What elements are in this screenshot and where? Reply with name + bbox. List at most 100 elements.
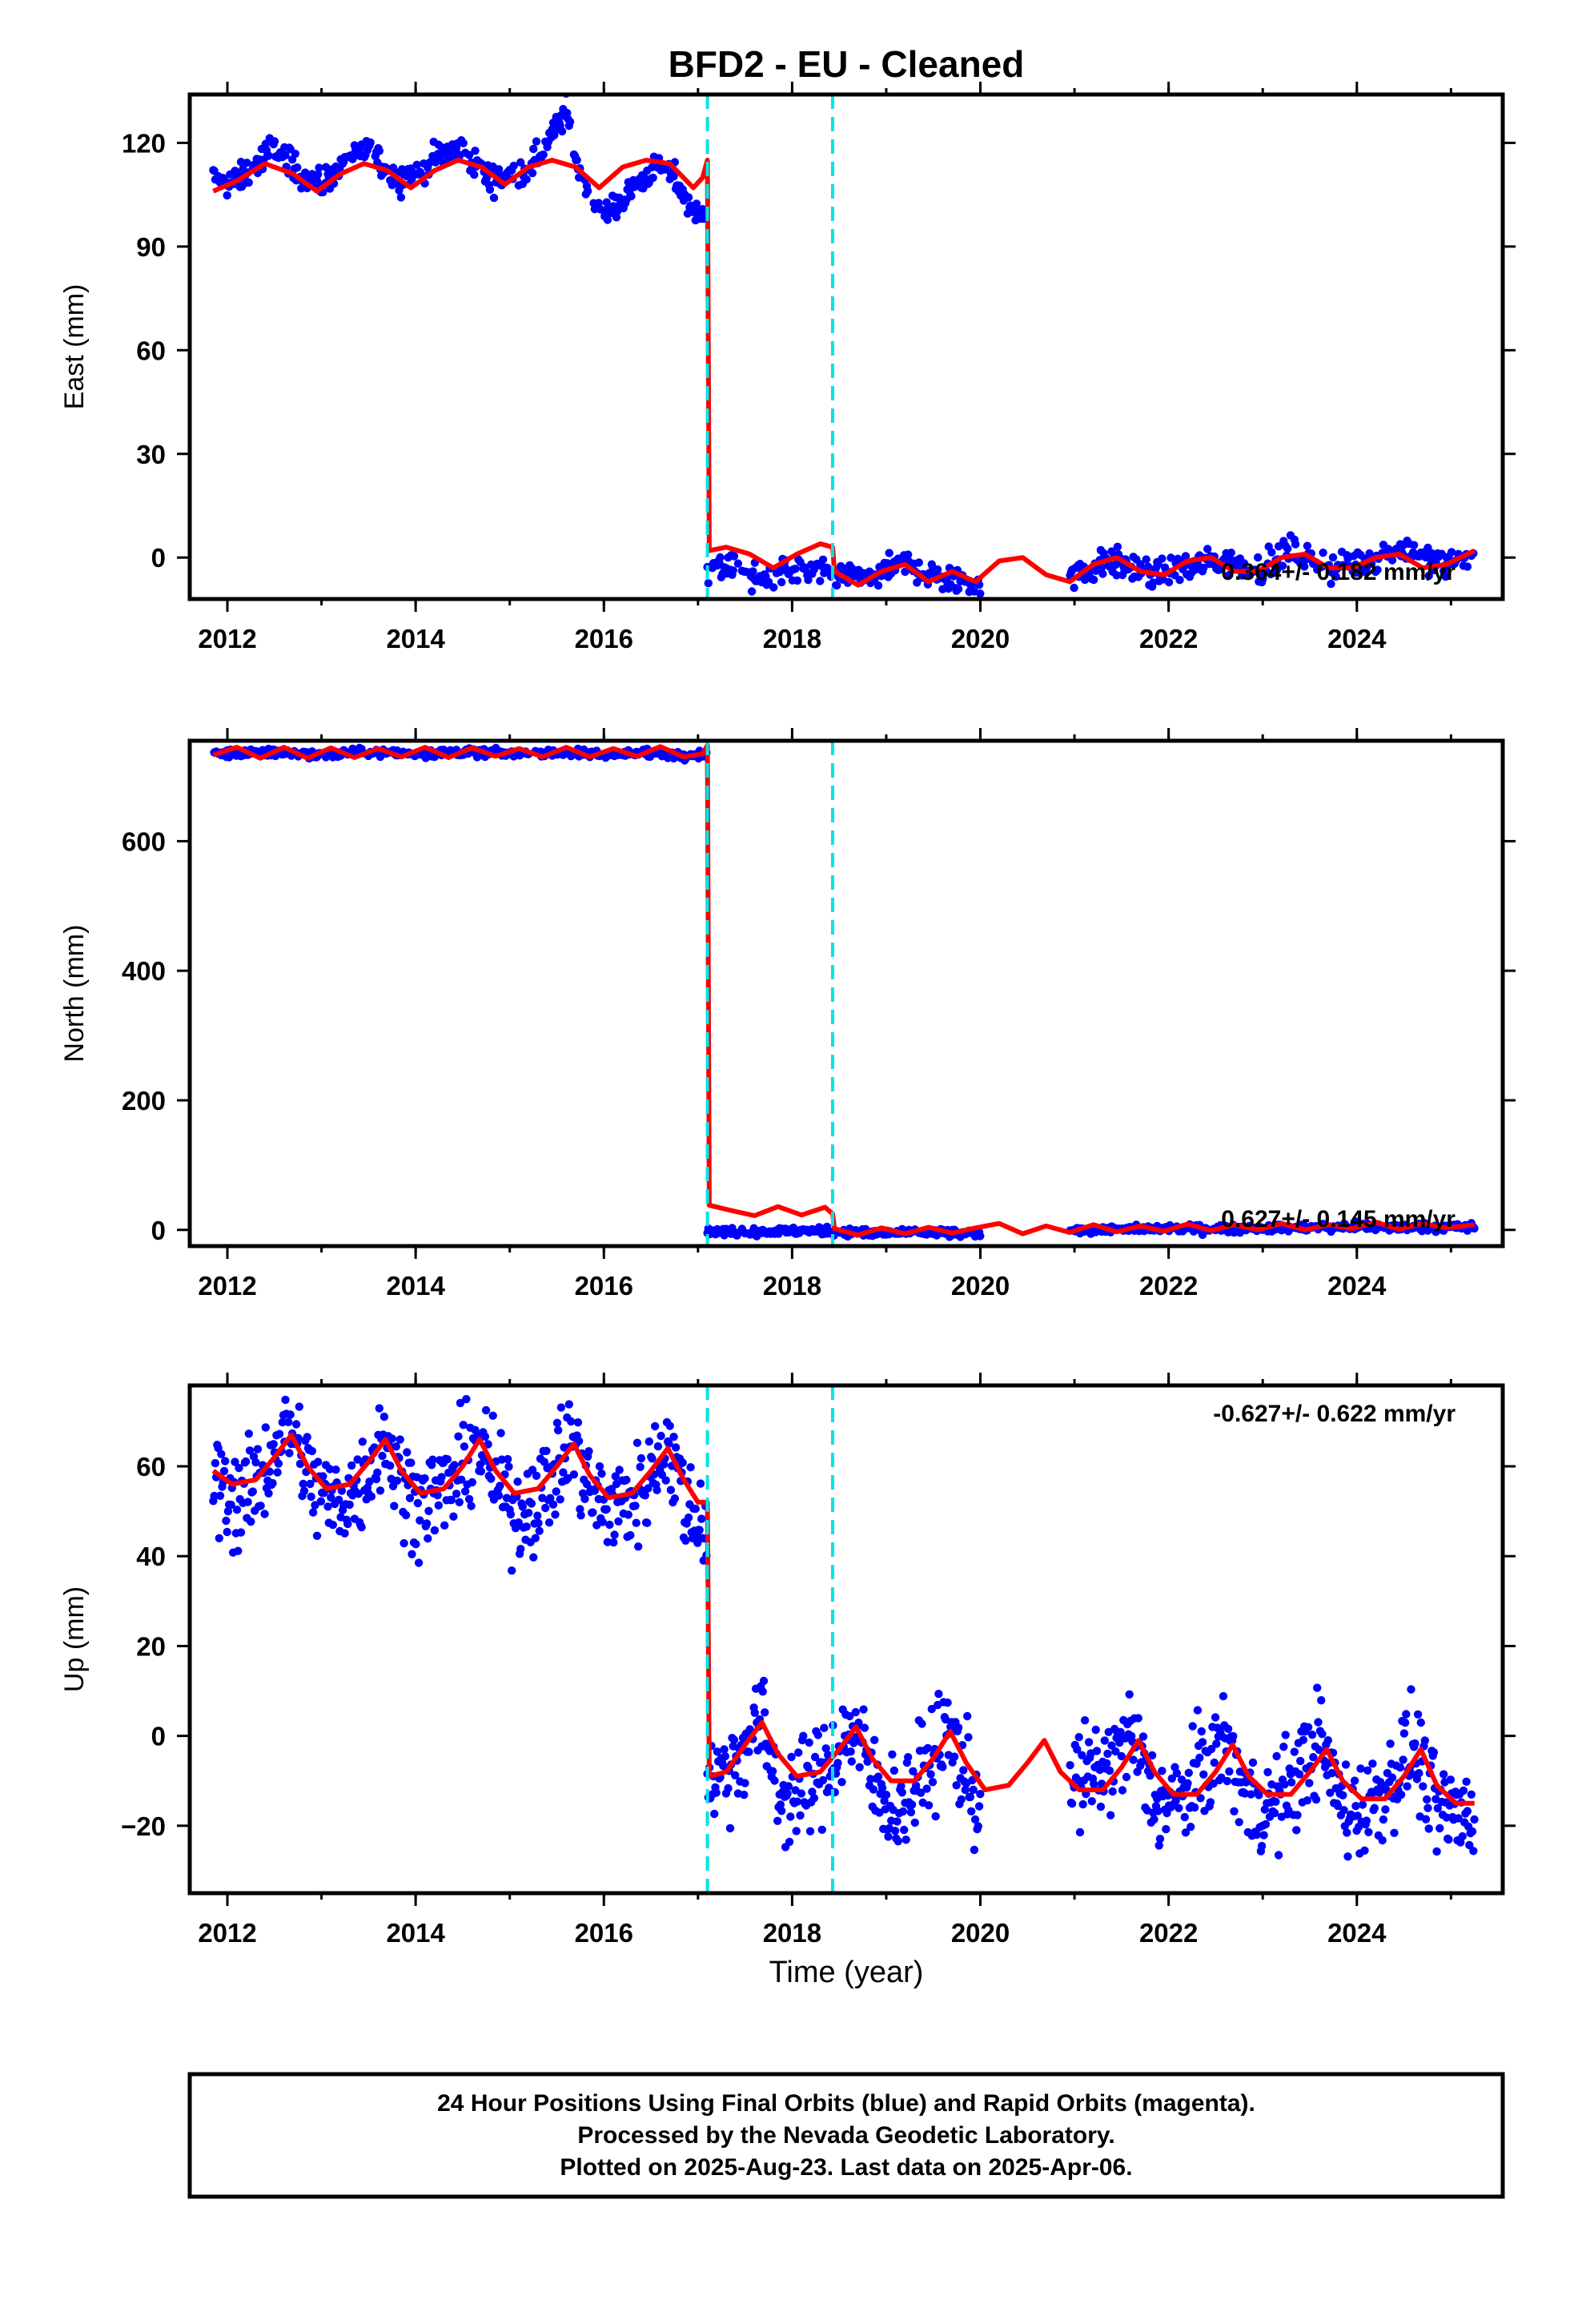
y-tick-label: 40	[136, 1542, 166, 1571]
north-data-point	[976, 1232, 985, 1240]
east-data-point	[314, 170, 323, 179]
up-data-point	[400, 1538, 408, 1548]
up-data-point	[783, 1789, 792, 1798]
up-data-point	[810, 1752, 820, 1762]
up-data-point	[750, 1708, 759, 1717]
up-data-point	[574, 1437, 584, 1445]
east-data-point	[408, 175, 416, 183]
east-data-point	[1283, 544, 1292, 553]
up-data-point	[1362, 1816, 1371, 1825]
up-data-point	[247, 1517, 255, 1526]
east-data-point	[804, 576, 813, 585]
up-data-point	[275, 1429, 284, 1438]
up-data-point	[331, 1466, 340, 1474]
up-data-point	[1281, 1731, 1290, 1739]
up-data-point	[934, 1690, 943, 1699]
up-data-point	[1470, 1815, 1479, 1824]
east-data-point	[522, 175, 531, 184]
up-data-point	[264, 1489, 273, 1498]
up-data-point	[542, 1446, 551, 1456]
up-data-point	[741, 1779, 749, 1787]
east-data-point	[1199, 563, 1208, 573]
up-data-point	[713, 1747, 722, 1756]
up-data-point	[809, 1794, 819, 1803]
east-model-line	[212, 158, 1476, 588]
up-data-point	[291, 1420, 301, 1429]
up-data-point	[337, 1486, 347, 1495]
x-tick-label: 2018	[763, 1271, 821, 1301]
footer-line-2: Processed by the Nevada Geodetic Laborat…	[577, 2122, 1114, 2149]
up-data-point	[457, 1475, 466, 1484]
up-data-point	[1212, 1739, 1221, 1748]
east-data-point	[539, 150, 548, 159]
east-data-point	[529, 144, 538, 154]
up-data-point	[215, 1534, 223, 1543]
up-data-point	[740, 1791, 749, 1799]
east-data-point	[749, 567, 757, 576]
up-data-point	[274, 1459, 283, 1468]
x-tick-label: 2020	[951, 1918, 1010, 1948]
east-data-point	[1254, 553, 1263, 562]
up-data-point	[219, 1466, 229, 1476]
up-data-point	[859, 1705, 868, 1714]
east-data-point	[885, 549, 893, 557]
up-data-point	[759, 1676, 769, 1686]
up-data-point	[308, 1508, 318, 1517]
up-data-point	[487, 1474, 496, 1483]
y-tick-label: 120	[122, 128, 166, 158]
east-data-point	[528, 169, 537, 178]
up-data-point	[1395, 1763, 1405, 1772]
up-data-point	[898, 1807, 908, 1816]
up-data-point	[524, 1509, 533, 1518]
x-tick-label: 2018	[763, 624, 821, 653]
east-data-point	[459, 139, 468, 147]
up-data-point	[651, 1421, 660, 1431]
up-data-point	[1186, 1823, 1195, 1831]
x-tick-label: 2024	[1327, 624, 1387, 653]
up-data-point	[1180, 1812, 1190, 1822]
up-data-point	[1193, 1706, 1203, 1715]
up-data-point	[1118, 1786, 1127, 1795]
east-data-point	[606, 208, 615, 218]
east-data-point	[550, 131, 559, 139]
east-data-point	[733, 559, 743, 568]
north-panel: 2012 2014 2016 2018 2020 2022 2024 0 200 400 600 No…	[59, 728, 1516, 1301]
up-data-point	[1074, 1733, 1083, 1742]
up-data-point	[413, 1498, 423, 1508]
up-data-point	[1074, 1775, 1082, 1785]
up-data-point	[1446, 1775, 1456, 1784]
east-data-point	[833, 581, 841, 590]
up-data-point	[416, 1516, 424, 1525]
east-data-point	[366, 138, 375, 147]
up-data-point	[928, 1778, 938, 1787]
up-data-point	[610, 1530, 619, 1539]
east-data-point	[532, 137, 541, 146]
up-data-point	[447, 1495, 456, 1505]
up-data-point	[403, 1448, 412, 1457]
up-data-point	[656, 1431, 665, 1441]
up-data-point	[1290, 1747, 1299, 1756]
up-data-point	[1333, 1801, 1343, 1811]
up-data-point	[1263, 1767, 1272, 1777]
up-data-point	[758, 1687, 767, 1696]
x-tick-label: 2022	[1139, 1918, 1198, 1948]
up-data-point	[261, 1423, 270, 1432]
east-data-point	[557, 127, 567, 136]
east-data-point	[1070, 583, 1078, 593]
up-data-point	[598, 1518, 607, 1526]
up-data-point	[1280, 1780, 1289, 1789]
up-data-point	[316, 1497, 326, 1506]
up-data-point	[223, 1507, 233, 1516]
up-data-point	[884, 1832, 893, 1841]
up-data-point	[1080, 1716, 1090, 1725]
up-data-point	[917, 1719, 926, 1728]
up-data-point	[1399, 1729, 1409, 1738]
up-data-point	[678, 1458, 687, 1467]
east-data-point	[698, 205, 707, 214]
up-data-point	[468, 1478, 476, 1487]
east-data-point	[471, 147, 480, 155]
up-data-point	[1211, 1713, 1220, 1722]
north-y-axis: 0 200 400 600	[122, 826, 1516, 1245]
east-data-point	[873, 581, 883, 590]
up-data-point	[460, 1442, 469, 1451]
